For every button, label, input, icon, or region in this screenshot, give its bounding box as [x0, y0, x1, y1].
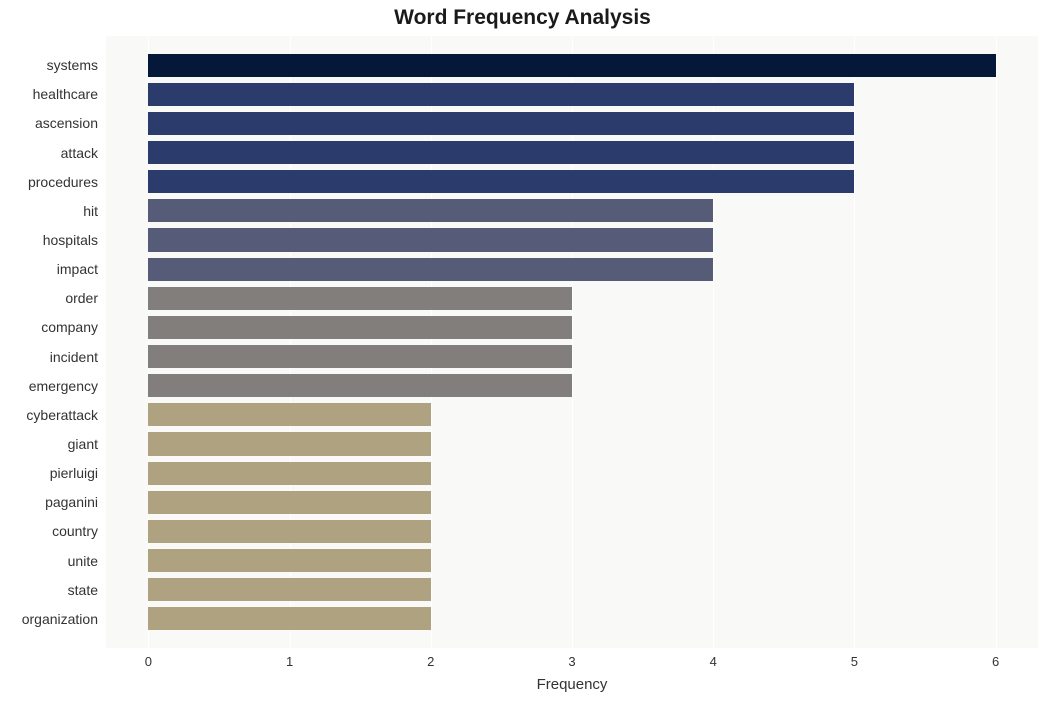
bar — [148, 345, 572, 368]
y-axis-label: company — [41, 319, 98, 335]
bar — [148, 228, 713, 251]
x-axis-tick-label: 4 — [710, 654, 717, 669]
x-axis-tick-label: 5 — [851, 654, 858, 669]
y-axis-label: hit — [83, 203, 98, 219]
y-axis-label: organization — [22, 611, 98, 627]
bar — [148, 83, 854, 106]
y-axis-label: ascension — [35, 115, 98, 131]
y-axis-label: order — [65, 290, 98, 306]
bar — [148, 316, 572, 339]
y-axis-label: country — [52, 523, 98, 539]
bar — [148, 462, 430, 485]
y-axis-label: systems — [47, 57, 98, 73]
x-axis-tick-label: 1 — [286, 654, 293, 669]
y-axis-label: attack — [61, 145, 98, 161]
y-axis-label: emergency — [29, 378, 98, 394]
word-frequency-chart: Word Frequency Analysis systems healthcar… — [0, 0, 1045, 701]
bar — [148, 170, 854, 193]
bar — [148, 520, 430, 543]
bar — [148, 549, 430, 572]
bar — [148, 432, 430, 455]
y-axis-label: state — [68, 582, 98, 598]
x-axis-tick-label: 6 — [992, 654, 999, 669]
x-axis-tick-label: 2 — [427, 654, 434, 669]
plot-area — [106, 36, 1038, 648]
x-axis-title: Frequency — [106, 676, 1038, 693]
x-axis-tick-label: 0 — [145, 654, 152, 669]
y-axis-label: incident — [50, 349, 98, 365]
y-axis-label: unite — [68, 553, 98, 569]
bar — [148, 258, 713, 281]
bar — [148, 141, 854, 164]
bar — [148, 287, 572, 310]
bar — [148, 199, 713, 222]
bar — [148, 578, 430, 601]
y-axis-label: pierluigi — [50, 465, 98, 481]
y-axis-label: paganini — [45, 494, 98, 510]
y-axis-label: giant — [68, 436, 98, 452]
bar — [148, 374, 572, 397]
x-axis-tick-label: 3 — [568, 654, 575, 669]
y-axis-label: impact — [57, 261, 98, 277]
bar — [148, 403, 430, 426]
bar — [148, 607, 430, 630]
gridline — [996, 36, 997, 648]
chart-title: Word Frequency Analysis — [0, 6, 1045, 30]
y-axis-label: hospitals — [43, 232, 98, 248]
bar — [148, 491, 430, 514]
bar — [148, 54, 995, 77]
y-axis-label: procedures — [28, 174, 98, 190]
y-axis-label: healthcare — [33, 86, 98, 102]
y-axis-label: cyberattack — [26, 407, 98, 423]
gridline — [854, 36, 855, 648]
bar — [148, 112, 854, 135]
